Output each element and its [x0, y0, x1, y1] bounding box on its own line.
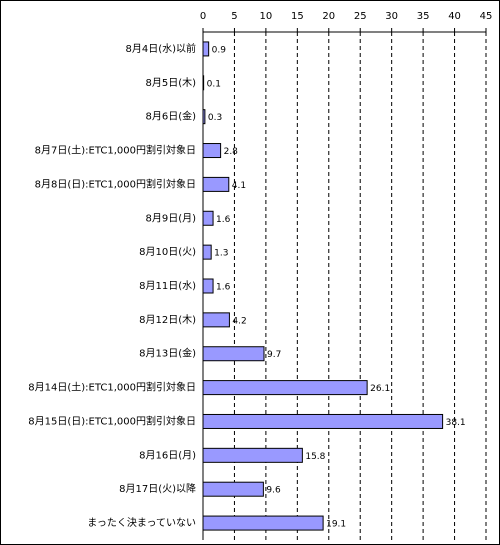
bar	[202, 380, 368, 396]
y-tick-label: 8月5日(木)	[145, 77, 196, 89]
y-tick-label: 8月11日(水)	[139, 280, 196, 292]
y-tick-label: 8月15日(日):ETC1,000円割引対象日	[28, 414, 196, 427]
y-tick-label: 8月7日(土):ETC1,000円割引対象日	[35, 144, 196, 157]
y-tick-label: 8月8日(日):ETC1,000円割引対象日	[35, 177, 196, 190]
x-tick-label: 35	[417, 11, 430, 22]
y-tick-label: 8月14日(土):ETC1,000円割引対象日	[28, 381, 196, 394]
x-tick-label: 0	[200, 11, 206, 22]
bar	[202, 143, 222, 159]
y-tick-label: 8月16日(月)	[139, 449, 196, 461]
value-label: 1.6	[216, 215, 231, 225]
bar	[202, 447, 303, 463]
bar	[202, 346, 265, 362]
bar	[202, 244, 212, 260]
value-label: 4.1	[232, 181, 246, 191]
y-tick-label: 8月9日(月)	[145, 212, 196, 224]
bar	[202, 312, 230, 328]
x-tick-label: 30	[385, 11, 398, 22]
y-tick-label: 8月17日(火)以降	[119, 482, 196, 495]
x-tick-label: 20	[322, 11, 335, 22]
value-label: 2.8	[224, 147, 239, 157]
x-tick-label: 5	[231, 11, 237, 22]
value-label: 0.9	[212, 45, 227, 55]
bar	[202, 278, 214, 294]
value-label: 4.2	[232, 316, 246, 326]
value-label: 15.8	[305, 452, 325, 462]
y-tick-label: 8月4日(水)以前	[125, 42, 196, 55]
x-tick-label: 45	[480, 11, 493, 22]
bar	[202, 176, 230, 192]
value-label: 19.1	[326, 520, 346, 530]
bar	[202, 41, 210, 57]
bar	[202, 481, 264, 497]
value-label: 0.3	[208, 113, 222, 123]
bar	[202, 515, 324, 531]
y-tick-label: 8月12日(木)	[139, 314, 196, 326]
value-label: 26.1	[370, 384, 390, 394]
value-label: 1.6	[216, 283, 231, 293]
value-label: 9.7	[267, 350, 281, 360]
value-label: 0.1	[207, 79, 221, 89]
bar	[202, 413, 444, 429]
y-tick-label: 8月6日(金)	[145, 110, 196, 123]
x-tick-label: 15	[291, 11, 304, 22]
value-label: 1.3	[214, 249, 228, 259]
x-tick-label: 25	[354, 11, 367, 22]
y-tick-label: まったく決まっていない	[87, 517, 196, 529]
x-tick-label: 10	[260, 11, 273, 22]
value-label: 9.6	[266, 486, 281, 496]
bar	[202, 75, 205, 91]
y-tick-label: 8月10日(火)	[139, 246, 196, 258]
x-tick-label: 40	[448, 11, 461, 22]
bar	[202, 210, 214, 226]
y-tick-label: 8月13日(金)	[139, 347, 196, 360]
bar	[202, 109, 206, 125]
value-label: 38.1	[446, 418, 466, 428]
